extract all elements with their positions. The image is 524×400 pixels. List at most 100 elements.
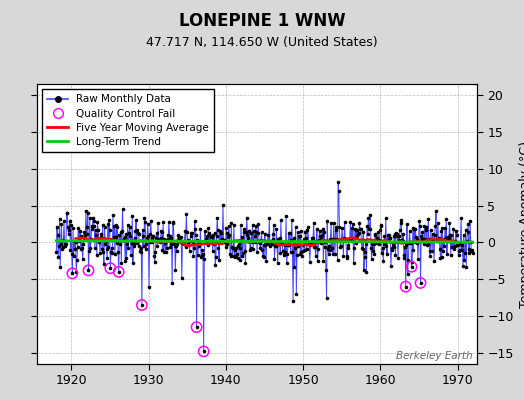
Point	[244, 235, 252, 242]
Point	[66, 218, 74, 224]
Point	[89, 215, 97, 222]
Point	[367, 245, 375, 251]
Point	[467, 247, 476, 254]
Point	[121, 258, 129, 264]
Point	[369, 248, 377, 254]
Point	[251, 238, 259, 245]
Point	[235, 245, 244, 251]
Point	[186, 238, 194, 244]
Point	[123, 241, 132, 248]
Point	[53, 224, 61, 230]
Point	[246, 247, 254, 253]
Point	[380, 241, 388, 247]
Point	[444, 238, 452, 244]
Point	[133, 239, 141, 246]
Point	[348, 238, 356, 245]
Point	[266, 243, 274, 250]
Point	[378, 244, 387, 251]
Point	[363, 223, 372, 230]
Point	[328, 244, 336, 251]
Point	[308, 240, 316, 246]
Point	[401, 244, 409, 250]
Point	[406, 239, 414, 246]
Point	[381, 240, 389, 246]
Point	[71, 239, 80, 245]
Point	[426, 252, 434, 259]
Point	[122, 231, 130, 238]
Point	[376, 223, 385, 230]
Point	[316, 233, 324, 240]
Point	[319, 258, 328, 264]
Point	[352, 240, 360, 246]
Point	[398, 238, 407, 245]
Point	[179, 238, 187, 244]
Point	[163, 236, 172, 242]
Point	[446, 232, 454, 238]
Point	[68, 270, 77, 276]
Point	[125, 230, 133, 236]
Point	[293, 252, 301, 258]
Point	[213, 215, 221, 221]
Point	[182, 210, 191, 217]
Point	[412, 234, 420, 241]
Point	[264, 232, 272, 238]
Point	[265, 239, 273, 245]
Point	[72, 269, 81, 275]
Point	[220, 239, 228, 245]
Point	[101, 224, 109, 230]
Point	[230, 222, 238, 228]
Point	[338, 224, 346, 231]
Point	[315, 228, 324, 234]
Point	[140, 215, 149, 221]
Point	[176, 234, 184, 240]
Point	[150, 253, 158, 259]
Point	[374, 229, 382, 236]
Point	[438, 225, 446, 232]
Point	[278, 240, 287, 246]
Point	[237, 222, 245, 228]
Point	[416, 223, 424, 229]
Point	[188, 230, 196, 236]
Point	[210, 240, 218, 247]
Point	[56, 264, 64, 270]
Point	[122, 255, 130, 262]
Point	[428, 248, 436, 254]
Point	[196, 225, 205, 232]
Point	[209, 248, 217, 255]
Point	[217, 236, 226, 242]
Point	[211, 262, 220, 268]
Point	[156, 235, 165, 241]
Point	[127, 240, 136, 246]
Point	[199, 251, 207, 258]
Point	[80, 232, 89, 238]
Point	[400, 255, 409, 262]
Point	[279, 248, 288, 255]
Point	[127, 252, 135, 259]
Point	[424, 216, 432, 222]
Point	[294, 243, 302, 250]
Point	[372, 232, 380, 238]
Point	[271, 243, 279, 250]
Point	[406, 228, 414, 234]
Point	[261, 242, 270, 248]
Point	[181, 244, 190, 250]
Point	[440, 243, 449, 249]
Point	[284, 242, 292, 248]
Point	[351, 226, 359, 233]
Point	[57, 241, 65, 247]
Point	[149, 233, 158, 239]
Point	[398, 237, 406, 243]
Point	[254, 221, 263, 227]
Point	[54, 242, 63, 249]
Point	[262, 258, 270, 264]
Point	[375, 241, 384, 248]
Point	[307, 241, 315, 247]
Point	[343, 254, 352, 261]
Point	[401, 284, 410, 290]
Point	[263, 241, 271, 248]
Point	[203, 233, 211, 239]
Point	[111, 251, 119, 257]
Point	[133, 226, 141, 233]
Point	[62, 210, 71, 216]
Point	[352, 227, 361, 233]
